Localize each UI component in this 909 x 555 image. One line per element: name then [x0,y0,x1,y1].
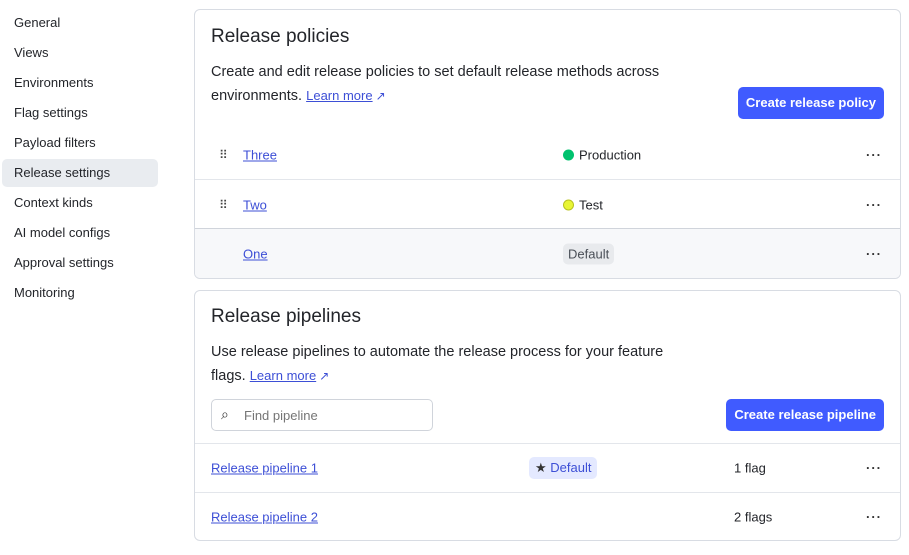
settings-sidebar: General Views Environments Flag settings… [0,7,160,309]
flag-count: 1 flag [734,460,766,476]
default-badge: ★ Default [529,457,598,479]
more-options-icon[interactable]: ··· [866,509,882,525]
pipeline-link[interactable]: Release pipeline 2 [211,509,318,525]
more-options-icon[interactable]: ··· [866,246,882,261]
learn-more-link[interactable]: Learn more [306,88,373,103]
status-dot-icon [563,199,574,210]
table-row: Release pipeline 1 ★ Default 1 flag ··· [195,443,900,492]
default-badge: Default [563,243,615,264]
drag-handle-icon[interactable]: ⠿ [219,197,228,212]
sidebar-item-general[interactable]: General [14,15,61,30]
learn-more-link[interactable]: Learn more [249,368,317,383]
release-pipelines-card: Release pipelines Use release pipelines … [194,290,901,541]
sidebar-item-flag-settings[interactable]: Flag settings [14,105,88,120]
sidebar-item-payload-filters[interactable]: Payload filters [14,135,96,150]
find-pipeline-input[interactable] [211,399,433,431]
policy-link[interactable]: One [243,246,268,261]
external-link-icon: ↗ [375,89,386,103]
policy-link[interactable]: Three [243,147,277,163]
table-row: ⠿ Two Test ··· [195,179,900,229]
policy-link[interactable]: Two [243,197,267,212]
sidebar-item-environments[interactable]: Environments [14,75,94,90]
table-row: One Default ··· [195,228,900,278]
external-link-icon: ↗ [319,369,330,383]
section-description: Create and edit release policies to set … [211,64,660,104]
sidebar-item-monitoring[interactable]: Monitoring [14,285,75,300]
star-icon: ★ [535,460,547,475]
status-dot-icon [563,149,574,161]
sidebar-item-views[interactable]: Views [14,45,49,60]
environment-label: Production [563,148,641,163]
table-row: ⠿ Three Production ··· [195,130,900,180]
pipeline-link[interactable]: Release pipeline 1 [211,460,318,476]
release-policies-card: Release policies Create and edit release… [194,9,901,279]
flag-count: 2 flags [734,509,773,525]
create-release-pipeline-button[interactable]: Create release pipeline [726,399,884,431]
section-description: Use release pipelines to automate the re… [211,344,664,384]
table-row: Release pipeline 2 2 flags ··· [195,492,900,540]
drag-handle-icon[interactable]: ⠿ [219,148,228,162]
more-options-icon[interactable]: ··· [866,460,882,476]
environment-label: Test [563,197,603,212]
section-title: Release pipelines [211,306,361,327]
sidebar-item-release-settings[interactable]: Release settings [2,159,158,187]
section-title: Release policies [211,26,350,47]
more-options-icon[interactable]: ··· [866,147,882,163]
more-options-icon[interactable]: ··· [866,197,882,212]
create-release-policy-button[interactable]: Create release policy [737,87,884,119]
sidebar-item-context-kinds[interactable]: Context kinds [14,195,93,210]
sidebar-item-approval-settings[interactable]: Approval settings [14,255,114,270]
sidebar-item-ai-model-configs[interactable]: AI model configs [14,225,111,240]
